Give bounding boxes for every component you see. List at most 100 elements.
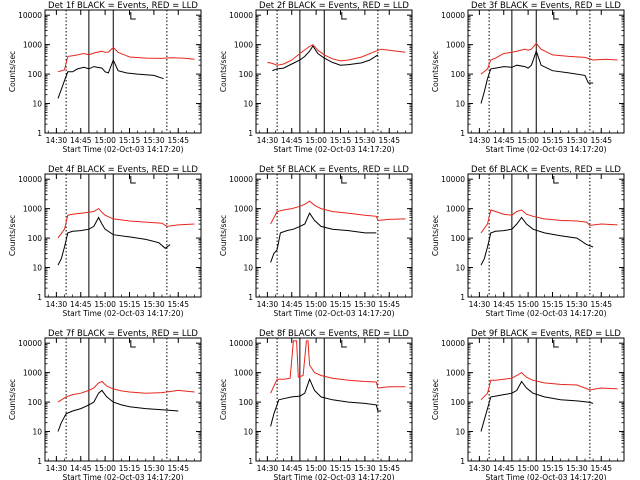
detector-panel-3: Det 3f BLACK = Events, RED = LLD Counts/s… xyxy=(431,1,625,154)
y-tick-label: 10000 xyxy=(18,175,42,184)
x-tick-label: 14:45 xyxy=(70,464,92,473)
y-tick-label: 100 xyxy=(451,398,466,407)
corner-bracket-mark xyxy=(130,340,136,348)
y-axis-label: Counts/sec xyxy=(219,215,228,256)
plot-frame xyxy=(255,337,413,462)
y-tick-label: 1000 xyxy=(234,369,253,378)
y-axis-label: Counts/sec xyxy=(8,215,17,256)
x-tick-label: 14:45 xyxy=(281,300,303,309)
y-tick-label: 1 xyxy=(248,129,253,138)
detector-panel-5: Det 5f BLACK = Events, RED = LLD Counts/s… xyxy=(219,165,413,318)
plot-frame xyxy=(255,173,413,298)
corner-bracket-mark xyxy=(341,340,347,348)
plot-frame xyxy=(467,9,625,134)
x-tick-label: 15:45 xyxy=(590,464,612,473)
x-tick-label: 14:45 xyxy=(70,136,92,145)
detector-panel-6: Det 6f BLACK = Events, RED = LLD Counts/s… xyxy=(431,165,625,318)
y-tick-label: 1000 xyxy=(234,205,253,214)
y-tick-label: 100 xyxy=(451,234,466,243)
y-tick-label: 1 xyxy=(37,457,42,466)
x-tick-label: 15:30 xyxy=(566,300,588,309)
x-tick-label: 14:45 xyxy=(70,300,92,309)
panel-title: Det 6f BLACK = Events, RED = LLD xyxy=(471,165,621,175)
series-line-events xyxy=(270,377,382,427)
y-tick-label: 1 xyxy=(460,293,465,302)
panel-title: Det 8f BLACK = Events, RED = LLD xyxy=(259,329,409,339)
y-axis-label: Counts/sec xyxy=(8,379,17,420)
y-tick-label: 10 xyxy=(32,264,42,273)
y-tick-label: 1000 xyxy=(446,41,465,50)
plot-frame xyxy=(44,337,202,462)
y-tick-label: 100 xyxy=(28,398,43,407)
y-tick-label: 10 xyxy=(243,100,253,109)
series-line-events xyxy=(57,389,179,432)
y-tick-label: 10000 xyxy=(229,11,253,20)
y-tick-label: 100 xyxy=(239,234,254,243)
series-line-lld xyxy=(480,42,618,75)
x-tick-label: 14:30 xyxy=(469,136,491,145)
x-tick-label: 15:00 xyxy=(94,464,116,473)
y-tick-label: 10000 xyxy=(441,175,465,184)
x-axis-label: Start Time (02-Oct-03 14:17:20) xyxy=(485,473,606,480)
x-tick-label: 14:30 xyxy=(46,136,68,145)
y-axis-label: Counts/sec xyxy=(431,51,440,92)
y-tick-label: 1 xyxy=(460,129,465,138)
y-tick-label: 10000 xyxy=(441,339,465,348)
y-tick-label: 1 xyxy=(37,129,42,138)
panel-title: Det 5f BLACK = Events, RED = LLD xyxy=(259,165,409,175)
panel-title: Det 1f BLACK = Events, RED = LLD xyxy=(48,1,198,11)
y-tick-label: 10 xyxy=(32,100,42,109)
x-tick-label: 15:45 xyxy=(167,464,189,473)
corner-bracket-mark xyxy=(130,176,136,184)
x-tick-label: 15:15 xyxy=(119,136,141,145)
panel-title: Det 2f BLACK = Events, RED = LLD xyxy=(259,1,409,11)
y-tick-label: 1 xyxy=(248,457,253,466)
x-tick-label: 14:45 xyxy=(281,136,303,145)
x-tick-label: 15:15 xyxy=(542,300,564,309)
x-tick-label: 15:30 xyxy=(143,300,165,309)
x-axis-label: Start Time (02-Oct-03 14:17:20) xyxy=(62,145,183,154)
corner-bracket-mark xyxy=(553,340,559,348)
y-axis-label: Counts/sec xyxy=(431,379,440,420)
series-line-events xyxy=(270,212,377,263)
x-tick-label: 14:30 xyxy=(469,300,491,309)
x-tick-label: 15:30 xyxy=(354,464,376,473)
series-line-lld xyxy=(480,209,618,234)
y-tick-label: 10 xyxy=(32,428,42,437)
corner-bracket-mark xyxy=(553,176,559,184)
x-tick-label: 15:45 xyxy=(167,300,189,309)
panel-title: Det 4f BLACK = Events, RED = LLD xyxy=(48,165,198,175)
y-tick-label: 1000 xyxy=(446,205,465,214)
y-tick-label: 10 xyxy=(455,428,465,437)
y-tick-label: 100 xyxy=(28,70,43,79)
corner-bracket-mark xyxy=(553,12,559,20)
series-line-lld xyxy=(267,43,406,66)
y-tick-label: 100 xyxy=(451,70,466,79)
x-tick-label: 14:45 xyxy=(493,300,515,309)
y-tick-label: 100 xyxy=(28,234,43,243)
series-line-events xyxy=(272,45,379,72)
y-tick-label: 10000 xyxy=(441,11,465,20)
y-axis-label: Counts/sec xyxy=(431,215,440,256)
x-tick-label: 15:15 xyxy=(330,136,352,145)
corner-bracket-mark xyxy=(341,12,347,20)
y-tick-label: 1 xyxy=(460,457,465,466)
series-line-lld xyxy=(270,200,406,225)
x-tick-label: 15:15 xyxy=(542,464,564,473)
y-axis-label: Counts/sec xyxy=(219,51,228,92)
series-line-events xyxy=(480,216,594,266)
x-tick-label: 15:15 xyxy=(330,464,352,473)
x-tick-label: 15:00 xyxy=(517,300,539,309)
series-line-events xyxy=(480,49,594,104)
y-tick-label: 100 xyxy=(239,70,254,79)
detector-panel-1: Det 1f BLACK = Events, RED = LLD Counts/s… xyxy=(8,1,202,154)
x-tick-label: 15:30 xyxy=(143,464,165,473)
x-tick-label: 14:45 xyxy=(493,464,515,473)
x-tick-label: 15:00 xyxy=(305,300,327,309)
y-axis-label: Counts/sec xyxy=(8,51,17,92)
x-tick-label: 14:30 xyxy=(257,136,279,145)
series-line-events xyxy=(57,216,171,266)
series-line-lld xyxy=(480,371,618,401)
y-tick-label: 1000 xyxy=(446,369,465,378)
x-tick-label: 15:45 xyxy=(378,136,400,145)
